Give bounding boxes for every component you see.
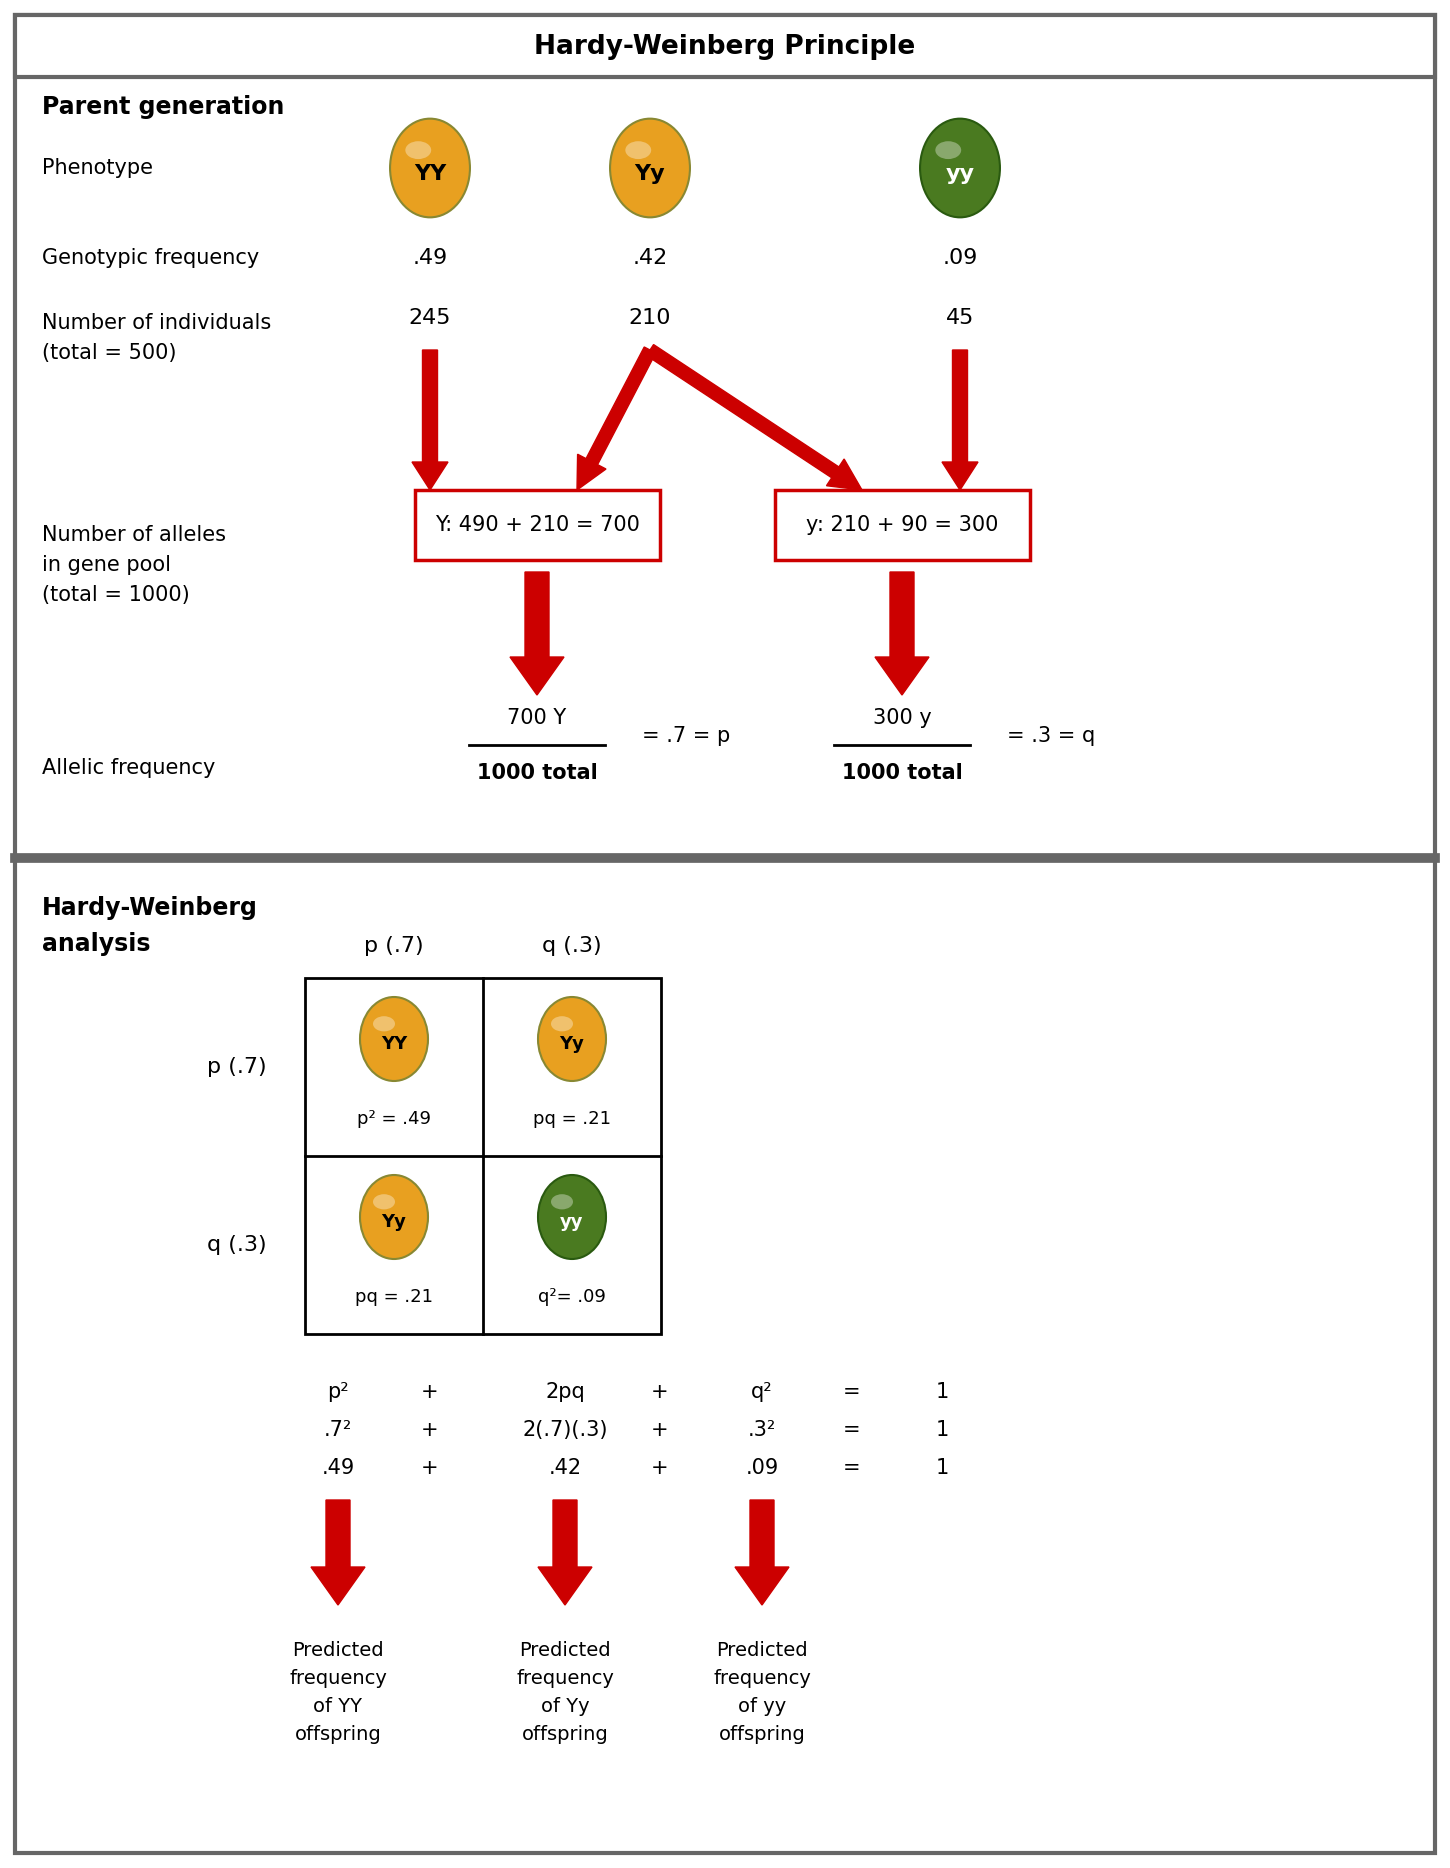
- FancyArrow shape: [735, 1500, 789, 1605]
- Text: YY: YY: [413, 164, 447, 183]
- Text: Genotypic frequency: Genotypic frequency: [42, 248, 260, 267]
- Text: 45: 45: [945, 308, 974, 329]
- Text: +: +: [420, 1459, 439, 1478]
- Text: 300 y: 300 y: [873, 708, 931, 729]
- Text: Parent generation: Parent generation: [42, 95, 284, 120]
- Text: p (.7): p (.7): [207, 1057, 267, 1078]
- Text: Hardy-Weinberg Principle: Hardy-Weinberg Principle: [535, 34, 915, 60]
- Text: 2(.7)(.3): 2(.7)(.3): [522, 1420, 608, 1440]
- Text: Number of alleles
in gene pool
(total = 1000): Number of alleles in gene pool (total = …: [42, 525, 226, 605]
- Ellipse shape: [935, 142, 961, 159]
- Ellipse shape: [406, 142, 431, 159]
- Text: .49: .49: [322, 1459, 355, 1478]
- Ellipse shape: [360, 1175, 428, 1259]
- Text: = .3 = q: = .3 = q: [1006, 727, 1095, 745]
- Text: Y: 490 + 210 = 700: Y: 490 + 210 = 700: [435, 516, 639, 534]
- FancyBboxPatch shape: [415, 489, 660, 560]
- Text: 1: 1: [935, 1459, 948, 1478]
- FancyBboxPatch shape: [774, 489, 1030, 560]
- Text: +: +: [651, 1420, 668, 1440]
- Text: Predicted
frequency
of YY
offspring: Predicted frequency of YY offspring: [289, 1642, 387, 1745]
- Text: .09: .09: [745, 1459, 779, 1478]
- Text: =: =: [844, 1420, 861, 1440]
- Text: .49: .49: [412, 248, 448, 267]
- Text: Yy: Yy: [635, 164, 666, 183]
- FancyArrow shape: [577, 347, 655, 489]
- Ellipse shape: [610, 120, 690, 217]
- Text: Hardy-Weinberg
analysis: Hardy-Weinberg analysis: [42, 897, 258, 956]
- FancyBboxPatch shape: [14, 15, 1436, 77]
- Text: yy: yy: [560, 1212, 584, 1231]
- Text: Predicted
frequency
of Yy
offspring: Predicted frequency of Yy offspring: [516, 1642, 613, 1745]
- Text: .42: .42: [548, 1459, 581, 1478]
- Text: .42: .42: [632, 248, 667, 267]
- Text: 1000 total: 1000 total: [477, 762, 597, 783]
- Text: yy: yy: [945, 164, 974, 183]
- Ellipse shape: [551, 1016, 573, 1031]
- Ellipse shape: [360, 998, 428, 1082]
- Ellipse shape: [551, 1194, 573, 1209]
- Ellipse shape: [373, 1194, 394, 1209]
- FancyArrow shape: [647, 344, 861, 489]
- Text: .7²: .7²: [323, 1420, 352, 1440]
- Text: 1: 1: [935, 1420, 948, 1440]
- Text: Yy: Yy: [560, 1035, 584, 1054]
- Ellipse shape: [538, 998, 606, 1082]
- Text: +: +: [651, 1459, 668, 1478]
- Text: Yy: Yy: [381, 1212, 406, 1231]
- Text: .09: .09: [942, 248, 977, 267]
- Text: Number of individuals
(total = 500): Number of individuals (total = 500): [42, 314, 271, 362]
- Text: q (.3): q (.3): [207, 1235, 267, 1255]
- Ellipse shape: [390, 120, 470, 217]
- FancyArrow shape: [310, 1500, 365, 1605]
- FancyArrow shape: [942, 349, 977, 489]
- FancyArrow shape: [874, 572, 929, 695]
- FancyArrow shape: [538, 1500, 592, 1605]
- Text: 1000 total: 1000 total: [841, 762, 963, 783]
- Text: +: +: [420, 1382, 439, 1403]
- FancyArrow shape: [412, 349, 448, 489]
- Ellipse shape: [538, 1175, 606, 1259]
- Text: +: +: [651, 1382, 668, 1403]
- Text: YY: YY: [381, 1035, 407, 1054]
- Text: Predicted
frequency
of yy
offspring: Predicted frequency of yy offspring: [713, 1642, 811, 1745]
- Text: q²: q²: [751, 1382, 773, 1403]
- Text: p² = .49: p² = .49: [357, 1110, 431, 1128]
- Text: q²= .09: q²= .09: [538, 1289, 606, 1306]
- Text: 245: 245: [409, 308, 451, 329]
- Ellipse shape: [625, 142, 651, 159]
- FancyArrow shape: [510, 572, 564, 695]
- Text: p²: p²: [328, 1382, 349, 1403]
- Text: 700 Y: 700 Y: [507, 708, 567, 729]
- Text: Allelic frequency: Allelic frequency: [42, 758, 216, 777]
- Ellipse shape: [921, 120, 1000, 217]
- Text: pq = .21: pq = .21: [355, 1289, 434, 1306]
- Text: 2pq: 2pq: [545, 1382, 584, 1403]
- Text: pq = .21: pq = .21: [534, 1110, 610, 1128]
- Text: Phenotype: Phenotype: [42, 159, 154, 177]
- Text: y: 210 + 90 = 300: y: 210 + 90 = 300: [806, 516, 998, 534]
- Text: .3²: .3²: [748, 1420, 776, 1440]
- FancyBboxPatch shape: [14, 15, 1436, 1853]
- Ellipse shape: [373, 1016, 394, 1031]
- Text: =: =: [844, 1382, 861, 1403]
- Text: 1: 1: [935, 1382, 948, 1403]
- Text: =: =: [844, 1459, 861, 1478]
- FancyBboxPatch shape: [304, 979, 661, 1334]
- Text: +: +: [420, 1420, 439, 1440]
- Text: 210: 210: [629, 308, 671, 329]
- Text: q (.3): q (.3): [542, 936, 602, 956]
- Text: = .7 = p: = .7 = p: [642, 727, 731, 745]
- Text: p (.7): p (.7): [364, 936, 423, 956]
